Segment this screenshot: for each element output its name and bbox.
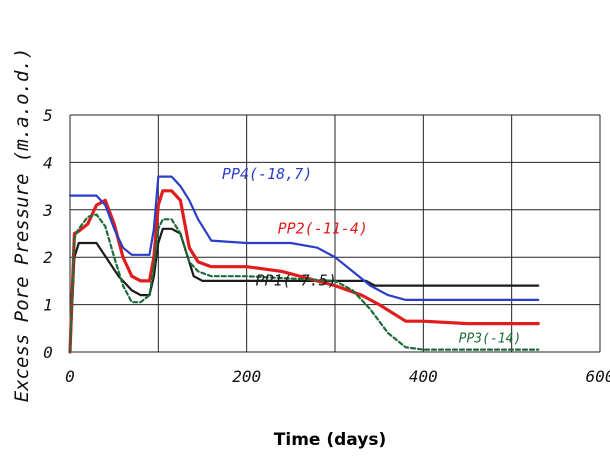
series-label-3: PP3(-14) <box>459 332 522 347</box>
series-line-4 <box>68 175 540 301</box>
y-tick-label: 1 <box>43 296 53 315</box>
y-tick-label: 3 <box>42 201 53 220</box>
y-tick-label: 2 <box>43 248 53 267</box>
x-tick-label: 400 <box>409 367 438 386</box>
series-label-2: PP2(-11-4) <box>278 220 368 238</box>
tick-labels: 0 1 2 3 4 5 0 200 400 600 <box>42 106 610 386</box>
x-tick-label: 600 <box>586 367 610 386</box>
series-label-4: PP4(-18,7) <box>222 165 312 183</box>
series-labels: PP1(-7.5) PP2(-11-4) PP3(-14) PP4(-18,7) <box>222 165 521 347</box>
y-tick-label: 5 <box>43 106 53 125</box>
x-axis-title: Time (days) <box>274 430 386 450</box>
series-label-1: PP1(-7.5) <box>256 272 337 290</box>
x-tick-label: 0 <box>65 367 75 386</box>
series-lines <box>68 175 540 354</box>
series-line-2 <box>68 189 540 354</box>
x-tick-label: 200 <box>232 367 261 386</box>
series-line-3 <box>68 213 540 354</box>
y-tick-label: 4 <box>43 153 53 172</box>
y-axis-title: Excess Pore Pressure (m.a.o.d.) <box>11 48 33 403</box>
y-tick-label: 0 <box>43 343 53 362</box>
